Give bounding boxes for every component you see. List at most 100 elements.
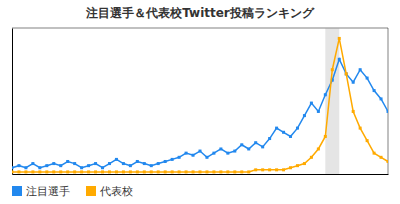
axis-line [13, 174, 389, 175]
marker [115, 158, 118, 161]
marker [31, 162, 34, 165]
marker [164, 170, 167, 173]
marker [94, 170, 97, 173]
marker [212, 152, 215, 155]
marker [24, 166, 27, 169]
marker [199, 170, 202, 173]
marker [345, 72, 348, 75]
marker [282, 168, 285, 171]
marker [275, 168, 278, 171]
marker [73, 162, 76, 165]
marker [143, 170, 146, 173]
marker [352, 81, 355, 84]
marker [185, 152, 188, 155]
marker [289, 166, 292, 169]
marker [226, 152, 229, 155]
marker [66, 160, 69, 163]
series-line [12, 38, 388, 171]
marker [12, 170, 14, 173]
marker [52, 162, 55, 165]
marker [115, 170, 118, 173]
marker [373, 152, 376, 155]
marker [352, 110, 355, 113]
marker [233, 170, 236, 173]
marker [303, 162, 306, 165]
legend-item: 代表校 [86, 185, 133, 198]
marker [240, 170, 243, 173]
marker [338, 37, 341, 40]
marks [12, 28, 388, 174]
x-axis [13, 174, 389, 175]
marker [387, 160, 389, 163]
marker [52, 170, 55, 173]
marker [150, 170, 153, 173]
marker [122, 162, 125, 165]
marker [219, 147, 222, 150]
plot-area [11, 28, 390, 175]
y-axis [12, 29, 13, 175]
marker [226, 170, 229, 173]
marker [199, 150, 202, 153]
marker [387, 110, 389, 113]
marker [31, 170, 34, 173]
marker [45, 170, 48, 173]
marker [143, 162, 146, 165]
marker [331, 68, 334, 71]
legend: 注目選手 代表校 [12, 185, 133, 198]
marker [45, 164, 48, 167]
marker [268, 137, 271, 140]
marker [310, 156, 313, 159]
marker [38, 166, 41, 169]
marker [373, 89, 376, 92]
marker [94, 162, 97, 165]
legend-swatch [12, 186, 22, 196]
marker [38, 170, 41, 173]
marker [345, 72, 348, 75]
marker [268, 168, 271, 171]
legend-item: 注目選手 [12, 185, 70, 198]
marker [240, 143, 243, 146]
marker [324, 93, 327, 96]
title: 注目選手＆代表校Twitter投稿ランキング [85, 6, 315, 20]
marker [247, 147, 250, 150]
marker [289, 135, 292, 138]
marker [59, 170, 62, 173]
legend-label: 注目選手 [26, 185, 70, 198]
marker [136, 160, 139, 163]
frame-right [388, 28, 389, 174]
marker [254, 141, 257, 144]
marker [17, 170, 20, 173]
marker [212, 170, 215, 173]
marker [380, 97, 383, 100]
marker [261, 168, 264, 171]
marker [122, 170, 125, 173]
marker [317, 147, 320, 150]
marker [129, 164, 132, 167]
marker [80, 166, 83, 169]
marker [171, 158, 174, 161]
marker [108, 170, 111, 173]
marker [157, 170, 160, 173]
marker [324, 135, 327, 138]
marker [24, 170, 27, 173]
axis-line [12, 29, 13, 175]
marker [192, 154, 195, 157]
marker [205, 156, 208, 159]
marker [178, 156, 181, 159]
marker [59, 164, 62, 167]
legend-label: 代表校 [99, 185, 133, 198]
marker [233, 150, 236, 153]
marker [12, 166, 14, 169]
marker [87, 170, 90, 173]
marker [108, 162, 111, 165]
marker [80, 170, 83, 173]
marker [254, 168, 257, 171]
marker [219, 170, 222, 173]
chart-svg: 注目選手＆代表校Twitter投稿ランキング注目選手 代表校 [0, 0, 400, 204]
marker [101, 166, 104, 169]
marker [247, 170, 250, 173]
marker [296, 164, 299, 167]
marker [380, 156, 383, 159]
marker [66, 170, 69, 173]
marker [185, 170, 188, 173]
